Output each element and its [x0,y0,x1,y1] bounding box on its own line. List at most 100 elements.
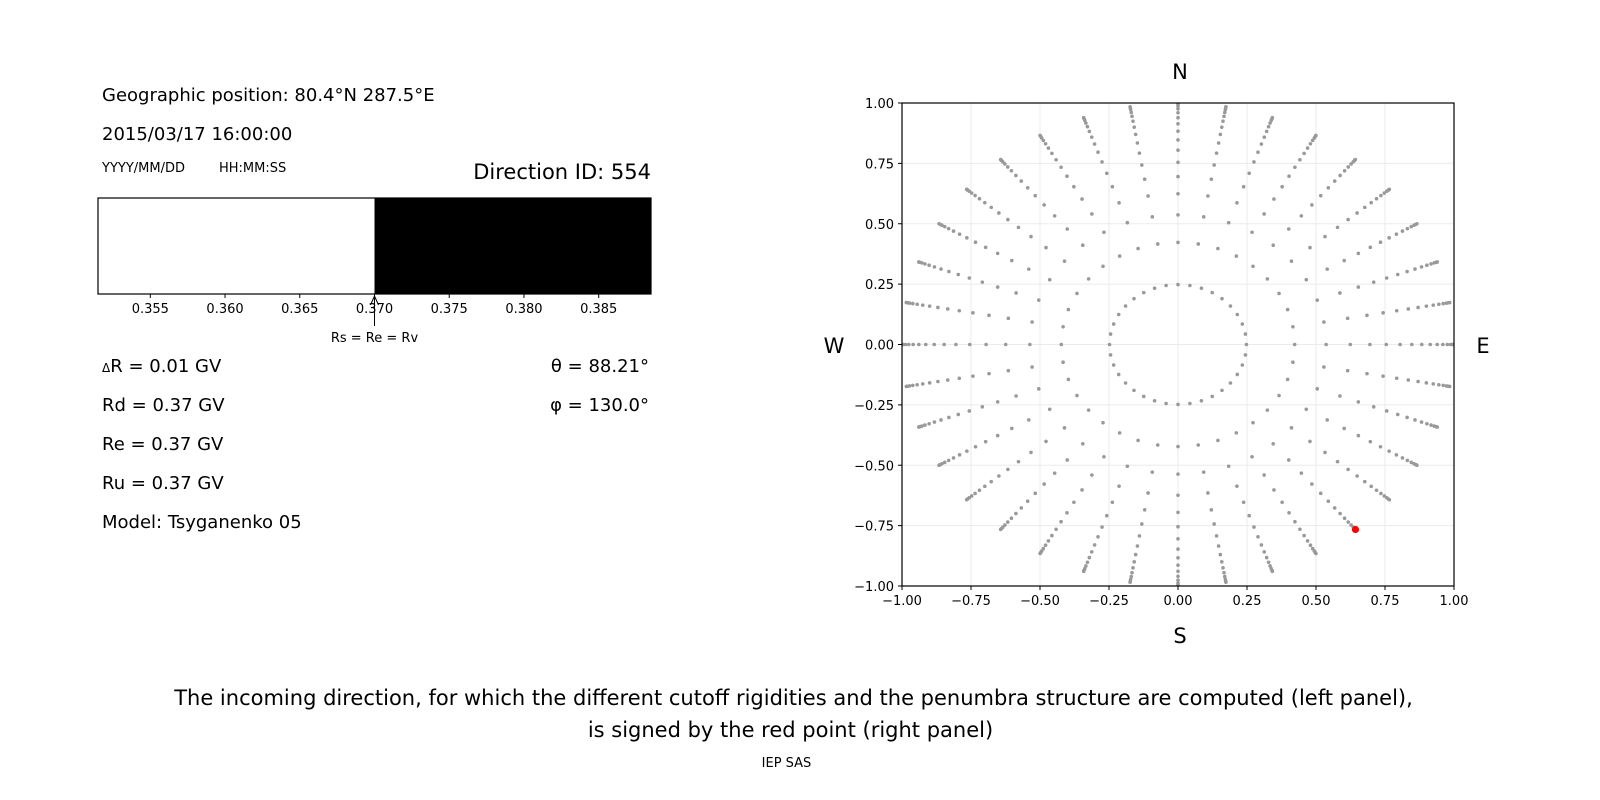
direction-point [939,267,943,271]
direction-point [1289,426,1294,430]
direction-point [1222,114,1226,119]
direction-point [973,193,977,198]
direction-point [1199,286,1204,291]
direction-point [1136,246,1140,251]
direction-point [1298,527,1302,532]
direction-point [1353,157,1358,162]
direction-point [936,379,940,384]
direction-point [1326,499,1331,504]
direction-point [1234,431,1239,435]
direction-point [1416,305,1420,310]
direction-point [1100,160,1104,164]
direction-point [1398,342,1402,347]
direction-point [995,251,1000,256]
direction-point [1029,450,1033,455]
direction-point [915,382,919,387]
direction-point [927,421,931,426]
direction-point [1270,569,1275,574]
direction-point [1150,215,1155,219]
direction-point [1014,173,1018,178]
direction-point [1201,215,1206,219]
direction-point [1228,381,1233,385]
direction-point [1061,360,1065,365]
direction-point [1176,556,1180,560]
direction-point [989,205,994,210]
direction-point [1365,313,1369,318]
direction-point [1286,227,1291,231]
direction-point [1090,212,1094,216]
direction-point [1087,555,1092,560]
direction-point [1059,519,1063,524]
direction-point [1224,104,1228,109]
direction-point [1298,157,1302,162]
direction-point [1176,444,1180,449]
direction-point [1026,267,1031,271]
direction-point [1332,179,1337,183]
direction-point [1152,286,1157,291]
direction-point [956,272,961,277]
direction-point [1176,115,1180,120]
direction-point [1325,267,1330,271]
direction-point [1338,511,1342,516]
direction-point [1176,493,1180,498]
direction-point [1176,240,1180,245]
direction-point [1356,251,1361,256]
direction-point [1092,142,1097,146]
direction-point [1188,401,1192,406]
direction-point [1265,277,1270,281]
direction-point [1262,473,1266,477]
direction-point [1065,458,1070,462]
direction-point [1299,471,1304,475]
direction-point [1262,550,1267,554]
direction-point [1355,474,1359,478]
direction-point [1009,516,1014,521]
direction-point [1101,420,1105,425]
direction-point [1033,491,1038,496]
rd-value: Rd = 0.37 GV [102,395,225,416]
direction-point [1212,163,1216,167]
direction-point [1287,174,1291,179]
direction-point [1251,420,1255,425]
direction-point [1038,551,1042,556]
direction-point [1247,513,1252,518]
direction-point [1280,500,1284,505]
direction-point [967,276,972,280]
direction-point [1259,142,1264,146]
direction-point [1362,479,1367,484]
direction-point [1371,280,1376,284]
direction-point [1378,445,1383,449]
direction-point [1188,283,1192,288]
direction-point [1026,418,1031,422]
direction-point [1447,300,1452,305]
direction-point [927,304,932,308]
direction-point [1206,194,1210,198]
direction-point [1342,258,1346,263]
delta-r-value: R = 0.01 GV [110,356,222,377]
x-tick-label: 0.365 [281,302,318,317]
direction-point [1315,298,1320,302]
direction-point [1272,488,1276,492]
direction-point [973,240,978,244]
direction-point [1005,165,1010,169]
direction-point [1176,107,1180,111]
direction-point [1028,342,1032,347]
direction-point [1216,438,1220,443]
direction-point [1199,398,1204,403]
direction-point [1038,133,1042,138]
direction-point [1308,543,1313,548]
direction-point [977,488,982,493]
direction-point [1096,534,1100,539]
x-tick-label: −0.50 [1020,594,1060,609]
direction-point [1086,277,1091,281]
direction-point [1285,307,1290,312]
direction-point [1262,135,1267,139]
direction-point [942,460,947,465]
direction-point [1130,570,1134,575]
direction-point [1323,234,1327,239]
direction-point [1374,196,1379,201]
compass-south: S [1173,624,1186,648]
direction-point [1405,226,1410,231]
direction-point [1086,408,1091,412]
direction-point [1270,115,1275,120]
direction-point [1346,520,1351,524]
